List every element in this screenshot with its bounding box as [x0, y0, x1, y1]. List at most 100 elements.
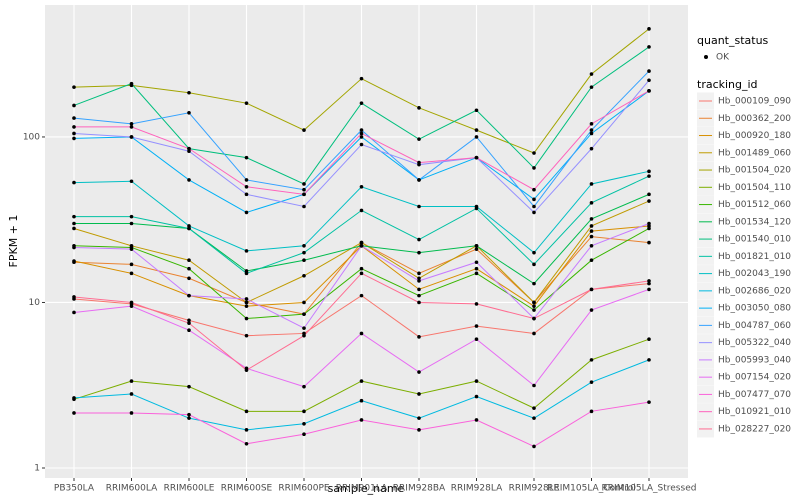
data-point — [417, 271, 421, 276]
data-point — [72, 125, 76, 129]
x-tick-label: RRIM928BA — [393, 484, 446, 494]
data-point — [589, 358, 594, 362]
data-point — [187, 178, 191, 182]
data-point — [474, 108, 479, 113]
data-point — [474, 247, 479, 251]
data-point — [647, 45, 651, 49]
data-point — [589, 409, 594, 414]
data-point — [244, 442, 249, 446]
data-point — [589, 287, 594, 292]
data-point — [244, 409, 249, 414]
data-point — [474, 260, 479, 265]
data-point — [244, 249, 249, 253]
data-point — [532, 331, 536, 336]
data-point — [359, 398, 364, 403]
data-point — [187, 412, 191, 417]
data-point — [72, 221, 76, 226]
data-point — [72, 245, 76, 250]
data-point — [244, 184, 249, 189]
data-point — [244, 304, 249, 308]
data-point — [474, 128, 479, 132]
data-point — [187, 416, 191, 420]
data-point — [359, 128, 364, 132]
data-point — [359, 76, 364, 81]
data-point — [302, 243, 306, 248]
data-point — [474, 243, 479, 248]
data-point — [589, 128, 594, 132]
data-point — [129, 125, 134, 129]
data-point — [187, 328, 191, 332]
data-point — [359, 142, 364, 147]
data-point — [647, 240, 651, 245]
data-point — [532, 406, 536, 410]
data-point — [474, 266, 479, 271]
legend-label: Hb_001504_020 — [718, 166, 791, 176]
data-point — [532, 444, 536, 449]
data-point — [302, 421, 306, 426]
data-point — [532, 262, 536, 267]
data-point — [302, 192, 306, 197]
data-point — [244, 101, 249, 105]
data-point — [532, 210, 536, 215]
legend-label: Hb_000920_180 — [718, 131, 791, 141]
data-point — [244, 428, 249, 432]
data-point — [647, 281, 651, 286]
data-point — [187, 266, 191, 271]
data-point — [647, 358, 651, 362]
y-tick-label: 10 — [29, 298, 41, 308]
legend-label: Hb_002686_020 — [718, 286, 791, 296]
data-point — [302, 300, 306, 305]
data-point — [244, 155, 249, 160]
data-point — [72, 180, 76, 185]
legend-label: Hb_001821_010 — [718, 252, 791, 262]
data-point — [417, 237, 421, 242]
data-point — [129, 214, 134, 219]
data-point — [417, 204, 421, 209]
x-axis-title: sample_name — [328, 482, 405, 495]
legend-label: OK — [716, 53, 730, 63]
legend-title: quant_status — [697, 34, 769, 47]
data-point — [129, 300, 134, 305]
data-point — [417, 160, 421, 165]
data-point — [129, 379, 134, 383]
legend-label: Hb_010921_010 — [718, 407, 791, 417]
data-point — [359, 293, 364, 298]
data-point — [187, 276, 191, 281]
data-point — [244, 368, 249, 372]
data-point — [589, 229, 594, 233]
data-point — [359, 243, 364, 248]
legend-label: Hb_001512_060 — [718, 200, 791, 210]
x-tick-label: RRIM600SE — [221, 484, 273, 494]
data-point — [647, 199, 651, 203]
data-point — [187, 146, 191, 151]
data-point — [359, 266, 364, 271]
data-point — [647, 226, 651, 231]
data-point — [474, 394, 479, 399]
data-point — [302, 250, 306, 255]
legend-label: Hb_004787_060 — [718, 321, 791, 331]
legend-label: Hb_028227_020 — [718, 424, 791, 434]
data-point — [187, 224, 191, 228]
data-point — [72, 116, 76, 120]
data-point — [589, 131, 594, 136]
data-point — [417, 293, 421, 298]
data-point — [187, 258, 191, 263]
data-point — [589, 72, 594, 76]
data-point — [72, 226, 76, 231]
data-point — [532, 197, 536, 202]
x-tick-label: RRIM105LA_Control — [547, 484, 636, 494]
data-point — [72, 136, 76, 141]
legend-key — [704, 55, 708, 59]
data-point — [129, 304, 134, 308]
data-point — [302, 258, 306, 263]
data-point — [359, 379, 364, 383]
data-point — [532, 187, 536, 192]
x-tick-label: PB350LA — [54, 484, 95, 494]
data-point — [532, 250, 536, 255]
data-point — [589, 224, 594, 228]
data-point — [359, 184, 364, 189]
legend-label: Hb_001540_010 — [718, 235, 791, 245]
legend-title: tracking_id — [697, 78, 758, 91]
y-tick-label: 1 — [34, 463, 40, 473]
data-point — [532, 308, 536, 312]
